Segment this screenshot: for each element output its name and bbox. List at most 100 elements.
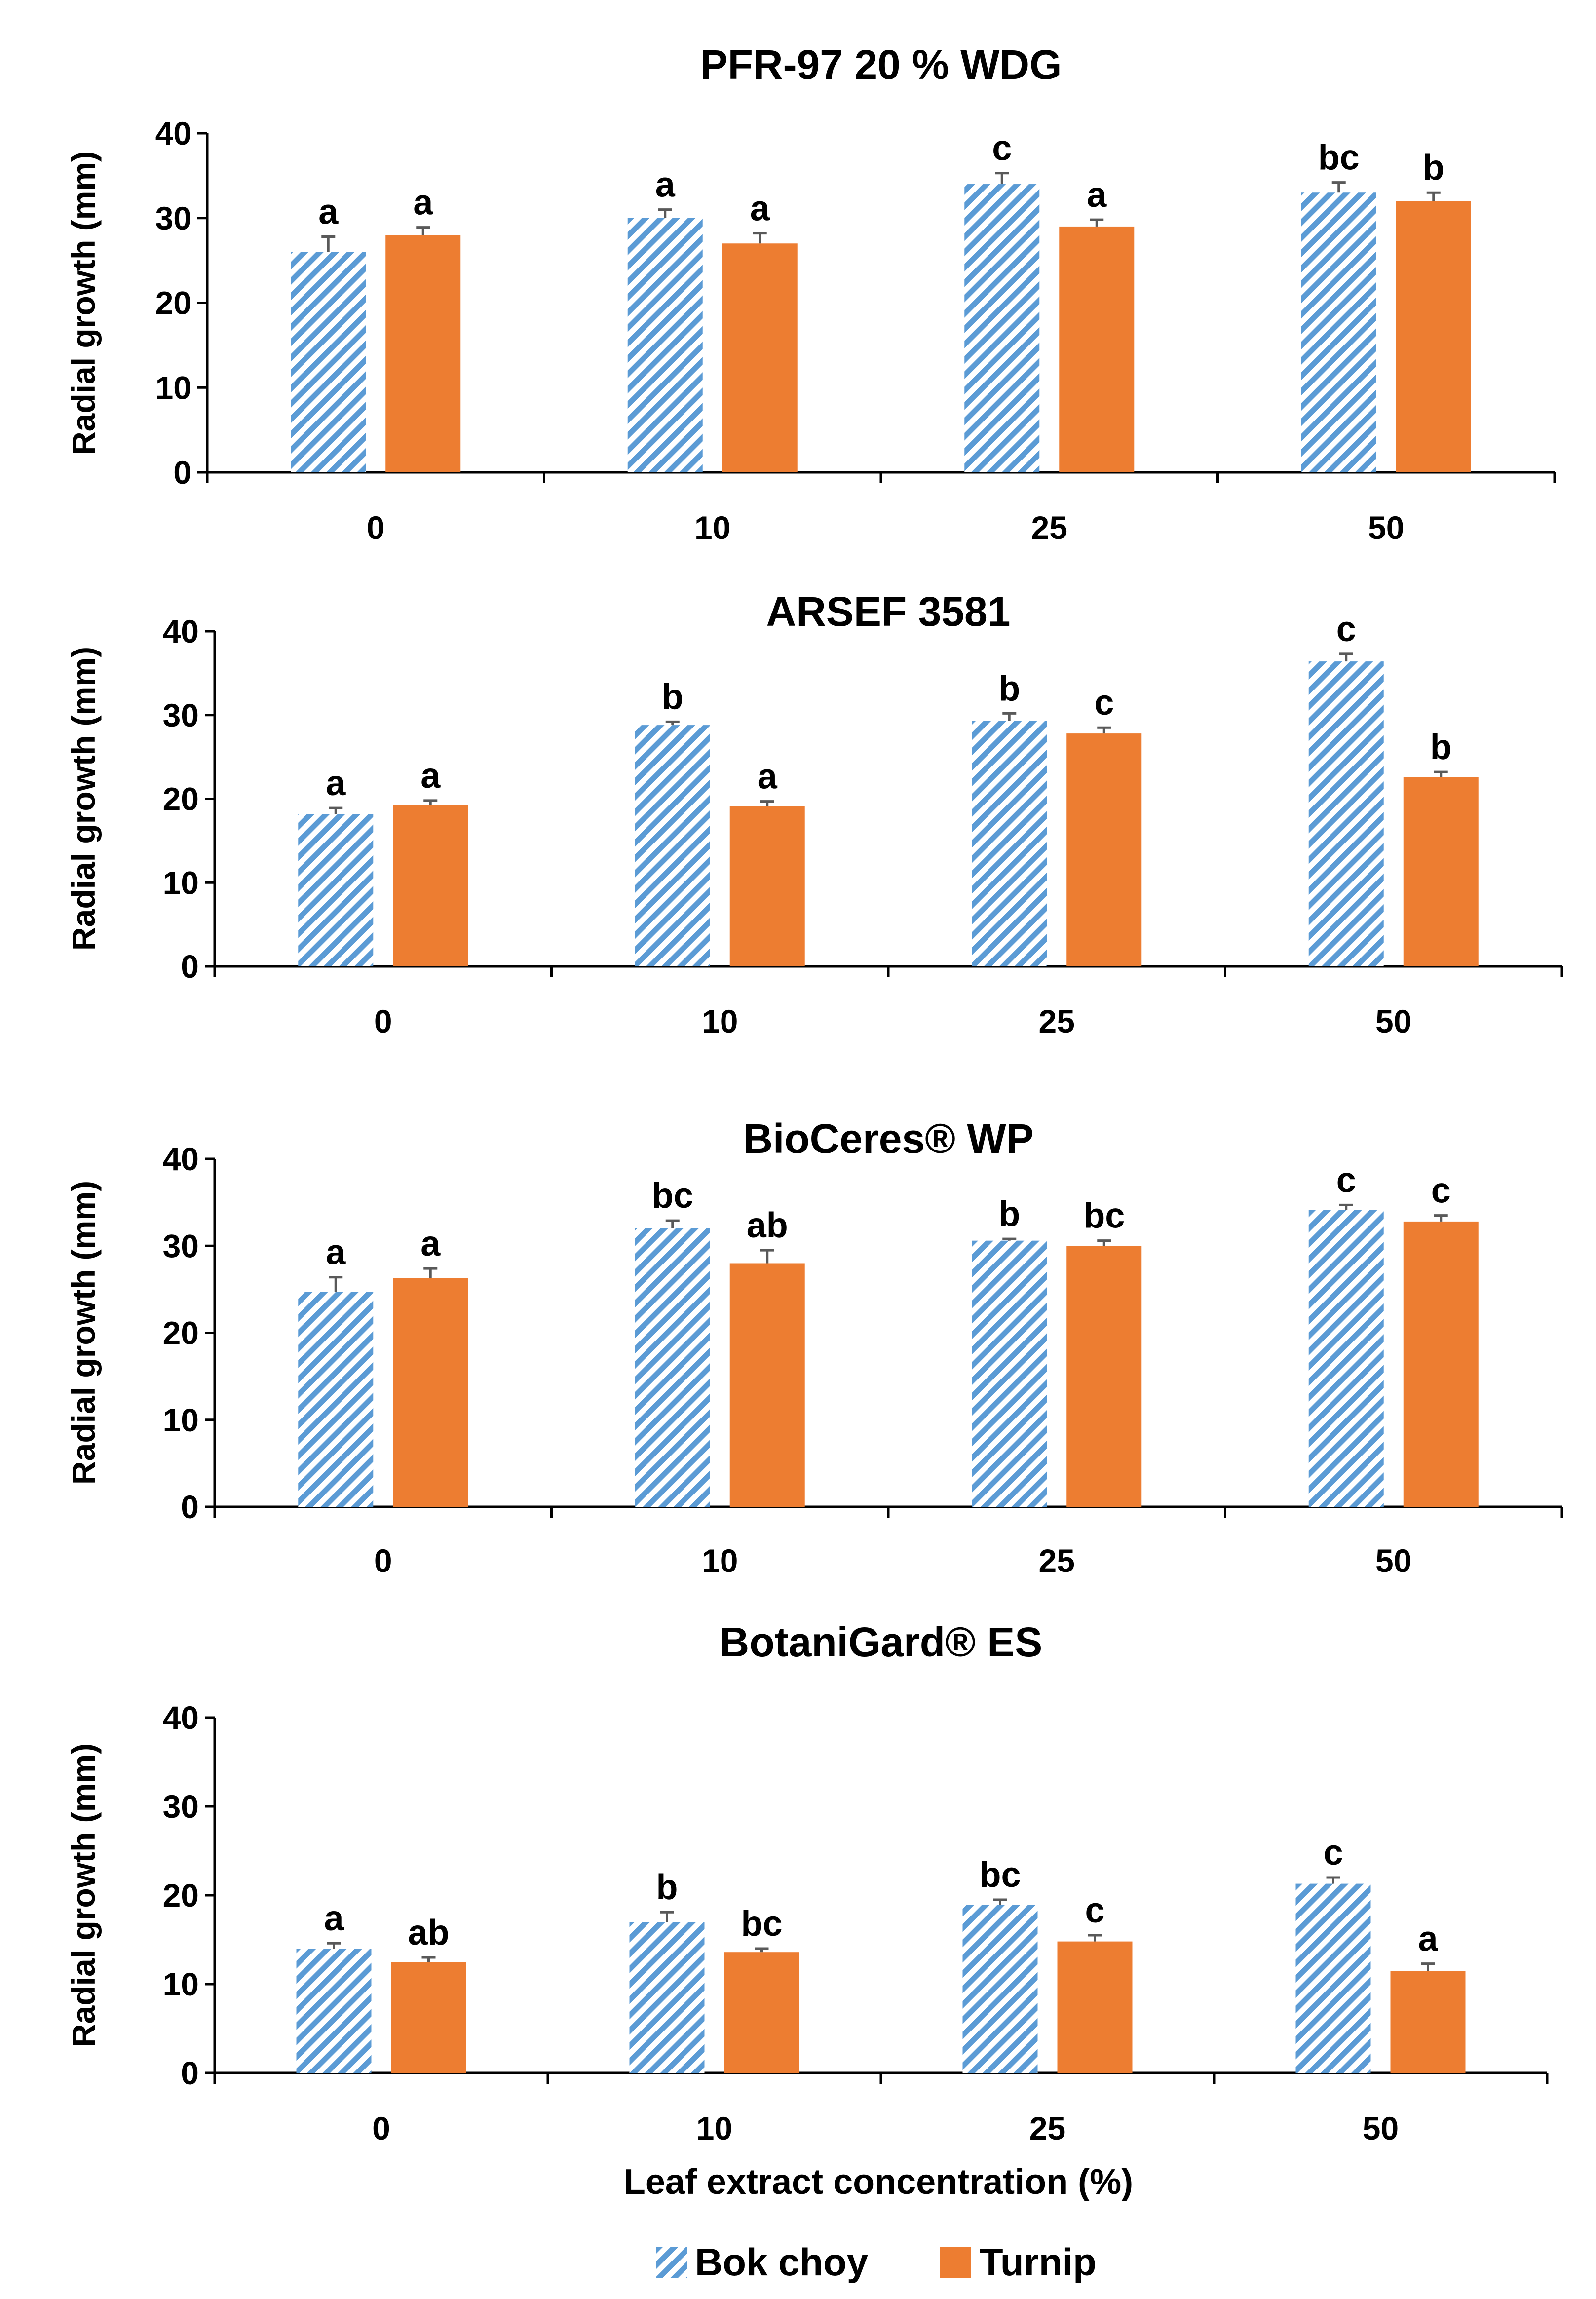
significance-letter-turnip: a xyxy=(758,757,778,797)
significance-letter-bok-choy: bc xyxy=(979,1855,1021,1895)
chart-panel-1: PFR-97 20 % WDG Radial growth (mm) 0 10 20 30… xyxy=(65,41,1556,546)
chart-panel-3: BioCeres® WP Radial growth (mm) 0 10 20 30 40 0… xyxy=(65,1115,1563,1579)
significance-letter-turnip: a xyxy=(1087,175,1107,215)
bar-bok-choy xyxy=(629,1922,705,2073)
significance-letter-turnip: b xyxy=(1423,148,1444,188)
bar-bok-choy xyxy=(627,218,703,472)
bar-bok-choy xyxy=(964,184,1040,472)
significance-letter-bok-choy: a xyxy=(326,764,346,803)
bar-bok-choy xyxy=(972,721,1047,966)
bar-bok-choy xyxy=(291,252,366,472)
significance-letter-turnip: ab xyxy=(747,1206,788,1245)
bar-turnip xyxy=(1396,201,1471,472)
y-tick-label: 10 xyxy=(163,864,199,901)
bar-turnip xyxy=(393,1278,468,1507)
x-tick-label: 0 xyxy=(374,1003,392,1039)
x-tick-label: 25 xyxy=(1031,509,1067,546)
y-axis-label: Radial growth (mm) xyxy=(65,1181,102,1485)
x-tick-label: 25 xyxy=(1029,2110,1065,2146)
bar-turnip xyxy=(1403,777,1479,966)
x-tick-label: 50 xyxy=(1375,1542,1411,1579)
legend: Bok choy Turnip xyxy=(656,2240,1097,2284)
y-tick-label: 20 xyxy=(163,781,199,817)
significance-letter-bok-choy: a xyxy=(326,1233,346,1272)
y-tick-label: 40 xyxy=(163,1699,199,1736)
y-tick-label: 10 xyxy=(155,369,191,406)
significance-letter-turnip: a xyxy=(420,756,441,796)
legend-swatch-bok-choy xyxy=(656,2247,687,2278)
y-tick-label: 0 xyxy=(181,2055,199,2091)
bar-turnip xyxy=(385,235,461,472)
significance-letter-bok-choy: c xyxy=(1336,1160,1356,1200)
chart-title: PFR-97 20 % WDG xyxy=(700,41,1062,88)
chart-title: BotaniGard® ES xyxy=(720,1619,1043,1665)
x-tick-label: 50 xyxy=(1368,509,1404,546)
significance-letter-turnip: a xyxy=(420,1224,441,1264)
y-tick-label: 40 xyxy=(163,1141,199,1177)
chart-title: ARSEF 3581 xyxy=(766,588,1011,635)
bar-turnip xyxy=(729,806,805,966)
x-axis-label: Leaf extract concentration (%) xyxy=(624,2162,1133,2202)
significance-letter-bok-choy: c xyxy=(1323,1833,1343,1873)
y-tick-label: 30 xyxy=(155,200,191,236)
bar-turnip xyxy=(724,1952,799,2073)
chart-panel-2: ARSEF 3581 Radial growth (mm) 0 10 20 30 40 0 a a… xyxy=(65,588,1563,1039)
y-axis-label: Radial growth (mm) xyxy=(65,151,102,455)
significance-letter-bok-choy: a xyxy=(324,1899,344,1938)
bar-bok-choy xyxy=(1308,1210,1384,1507)
bar-turnip xyxy=(393,805,468,966)
bar-turnip xyxy=(1066,733,1142,966)
x-tick-label: 50 xyxy=(1375,1003,1411,1039)
significance-letter-turnip: c xyxy=(1094,683,1114,723)
y-tick-label: 0 xyxy=(181,948,199,985)
x-tick-label: 10 xyxy=(702,1003,738,1039)
significance-letter-turnip: b xyxy=(1430,728,1452,767)
bar-bok-choy xyxy=(635,1228,710,1507)
bar-turnip xyxy=(1057,1941,1133,2073)
bar-turnip xyxy=(391,1962,466,2073)
significance-letter-bok-choy: b xyxy=(998,1194,1020,1234)
significance-letter-bok-choy: b xyxy=(998,669,1020,708)
bar-bok-choy xyxy=(296,1949,372,2073)
bar-turnip xyxy=(1390,1971,1466,2073)
bar-bok-choy xyxy=(1301,192,1376,473)
significance-letter-bok-choy: b xyxy=(662,677,684,717)
chart-panels: PFR-97 20 % WDG Radial growth (mm) 0 10 20 30… xyxy=(65,41,1563,2146)
bar-turnip xyxy=(1403,1221,1479,1507)
bar-turnip xyxy=(1059,226,1135,472)
y-tick-label: 10 xyxy=(163,1402,199,1438)
bar-bok-choy xyxy=(298,814,374,966)
y-axis-label: Radial growth (mm) xyxy=(65,1743,102,2047)
bar-turnip xyxy=(729,1263,805,1507)
legend-label-bok-choy: Bok choy xyxy=(695,2240,868,2284)
significance-letter-turnip: c xyxy=(1431,1171,1451,1211)
bar-bok-choy xyxy=(972,1240,1047,1507)
y-tick-label: 30 xyxy=(163,1788,199,1825)
significance-letter-bok-choy: b xyxy=(656,1868,678,1907)
significance-letter-bok-choy: a xyxy=(318,192,339,232)
y-tick-label: 30 xyxy=(163,697,199,733)
significance-letter-turnip: ab xyxy=(408,1913,449,1953)
y-tick-label: 40 xyxy=(155,115,191,152)
bar-bok-choy xyxy=(1308,661,1384,966)
x-tick-label: 25 xyxy=(1039,1542,1075,1579)
x-tick-label: 25 xyxy=(1039,1003,1075,1039)
significance-letter-turnip: a xyxy=(1418,1919,1438,1959)
significance-letter-bok-choy: c xyxy=(1336,610,1356,649)
x-tick-label: 50 xyxy=(1363,2110,1399,2146)
significance-letter-bok-choy: a xyxy=(655,165,676,205)
y-tick-label: 20 xyxy=(155,285,191,321)
x-tick-label: 10 xyxy=(696,2110,732,2146)
significance-letter-turnip: bc xyxy=(741,1904,782,1944)
y-axis-label: Radial growth (mm) xyxy=(65,647,102,951)
bar-bok-choy xyxy=(635,725,710,966)
x-tick-label: 0 xyxy=(374,1542,392,1579)
y-tick-label: 30 xyxy=(163,1227,199,1264)
y-tick-label: 0 xyxy=(173,454,191,491)
significance-letter-turnip: bc xyxy=(1083,1196,1125,1236)
y-tick-label: 10 xyxy=(163,1966,199,2002)
x-tick-label: 10 xyxy=(694,509,730,546)
y-tick-label: 20 xyxy=(163,1877,199,1914)
significance-letter-turnip: a xyxy=(750,189,770,229)
